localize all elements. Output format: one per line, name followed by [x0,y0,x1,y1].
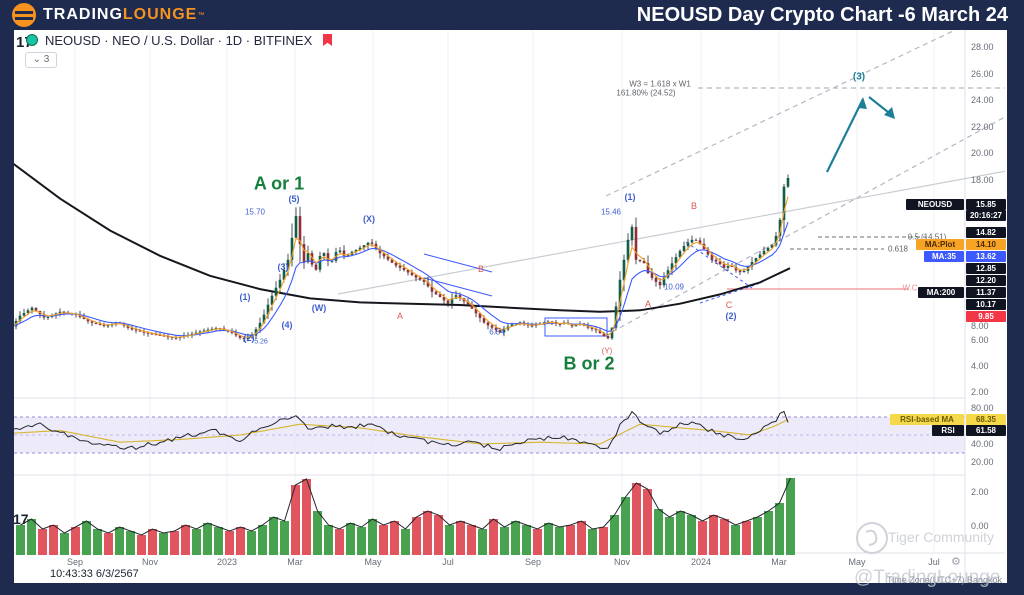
trend-line [337,170,1005,295]
grid-lines [74,30,935,553]
logo-text-lounge: LOUNGE [122,6,198,23]
rsi-line [14,410,789,452]
consolidation-box [544,317,608,337]
candlestick-series [14,174,790,343]
chart-surface[interactable] [14,30,1007,583]
page-title: NEOUSD Day Crypto Chart -6 March 24 [636,4,1008,26]
chart-drawing-root [14,30,1005,583]
top-banner: TRADING LOUNGE ™ NEOUSD Day Crypto Chart -… [0,0,1024,30]
ma200-line [14,162,791,313]
rsi-band [14,417,965,453]
ma35-line [14,222,789,337]
tradinglounge-logo: TRADING LOUNGE ™ [12,3,204,27]
histogram-outline [20,477,791,536]
ma-plot-line [14,196,789,338]
logo-text-trading: TRADING [43,6,123,23]
wave-channel-line [423,253,493,273]
trend-channel-dashed [611,116,1005,333]
trend-channel-dashed [605,30,957,197]
rsi-ma-line [14,419,789,445]
wave-wedge-dashed [699,283,759,304]
tiger-community-icon [856,522,888,554]
logo-trademark: ™ [197,11,205,19]
tradinglounge-logo-icon [12,3,36,27]
histogram-series [16,477,795,555]
wave-wedge-dashed [685,241,753,289]
projection-arrow [826,96,895,173]
